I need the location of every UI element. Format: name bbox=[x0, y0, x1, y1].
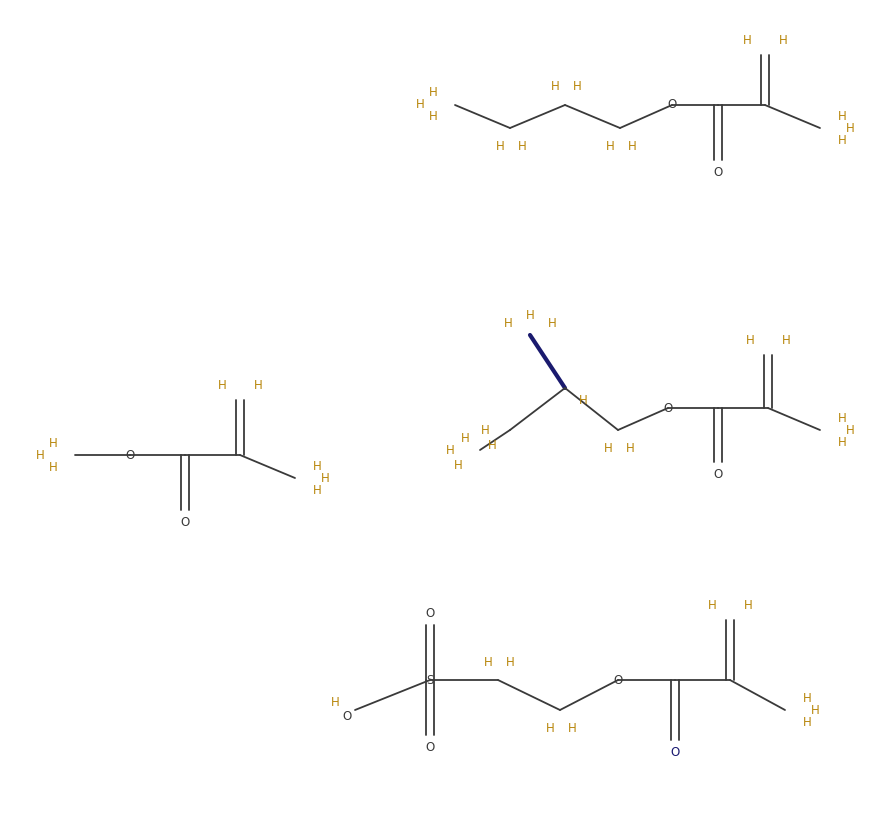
Text: O: O bbox=[713, 468, 723, 480]
Text: H: H bbox=[838, 110, 847, 122]
Text: O: O bbox=[663, 401, 673, 415]
Text: H: H bbox=[416, 99, 425, 111]
Text: H: H bbox=[313, 459, 322, 473]
Text: H: H bbox=[428, 86, 437, 100]
Text: O: O bbox=[426, 741, 435, 753]
Text: H: H bbox=[526, 308, 534, 322]
Text: O: O bbox=[668, 99, 676, 111]
Text: H: H bbox=[218, 379, 227, 391]
Text: H: H bbox=[36, 448, 45, 462]
Text: H: H bbox=[331, 696, 340, 708]
Text: H: H bbox=[745, 334, 754, 346]
Text: O: O bbox=[180, 515, 190, 529]
Text: H: H bbox=[838, 436, 847, 448]
Text: H: H bbox=[838, 411, 847, 425]
Text: H: H bbox=[453, 458, 462, 472]
Text: H: H bbox=[254, 379, 263, 391]
Text: H: H bbox=[606, 139, 615, 153]
Text: H: H bbox=[744, 598, 753, 612]
Text: H: H bbox=[480, 423, 489, 437]
Text: S: S bbox=[426, 674, 434, 686]
Text: H: H bbox=[708, 598, 717, 612]
Text: H: H bbox=[625, 442, 634, 454]
Text: O: O bbox=[670, 746, 680, 758]
Text: H: H bbox=[551, 80, 559, 94]
Text: H: H bbox=[803, 716, 812, 728]
Text: H: H bbox=[484, 655, 493, 669]
Text: H: H bbox=[487, 438, 496, 452]
Text: H: H bbox=[495, 139, 504, 153]
Text: O: O bbox=[342, 710, 351, 722]
Text: H: H bbox=[627, 139, 636, 153]
Text: H: H bbox=[779, 34, 788, 46]
Text: H: H bbox=[781, 334, 790, 346]
Text: H: H bbox=[48, 437, 57, 449]
Text: H: H bbox=[743, 34, 752, 46]
Text: H: H bbox=[321, 472, 330, 484]
Text: H: H bbox=[573, 80, 582, 94]
Text: H: H bbox=[428, 111, 437, 123]
Text: O: O bbox=[426, 607, 435, 619]
Text: H: H bbox=[547, 317, 556, 329]
Text: H: H bbox=[579, 394, 588, 406]
Text: H: H bbox=[846, 122, 855, 135]
Text: H: H bbox=[313, 484, 322, 496]
Text: H: H bbox=[546, 722, 555, 734]
Text: H: H bbox=[518, 139, 526, 153]
Text: O: O bbox=[614, 674, 623, 686]
Text: H: H bbox=[838, 133, 847, 147]
Text: O: O bbox=[713, 165, 723, 178]
Text: H: H bbox=[846, 423, 855, 437]
Text: H: H bbox=[505, 655, 514, 669]
Text: H: H bbox=[504, 317, 513, 329]
Text: H: H bbox=[811, 703, 819, 716]
Text: H: H bbox=[604, 442, 612, 454]
Text: H: H bbox=[461, 432, 470, 444]
Text: H: H bbox=[803, 691, 812, 705]
Text: O: O bbox=[125, 448, 134, 462]
Text: H: H bbox=[568, 722, 576, 734]
Text: H: H bbox=[48, 461, 57, 473]
Text: H: H bbox=[445, 443, 454, 457]
